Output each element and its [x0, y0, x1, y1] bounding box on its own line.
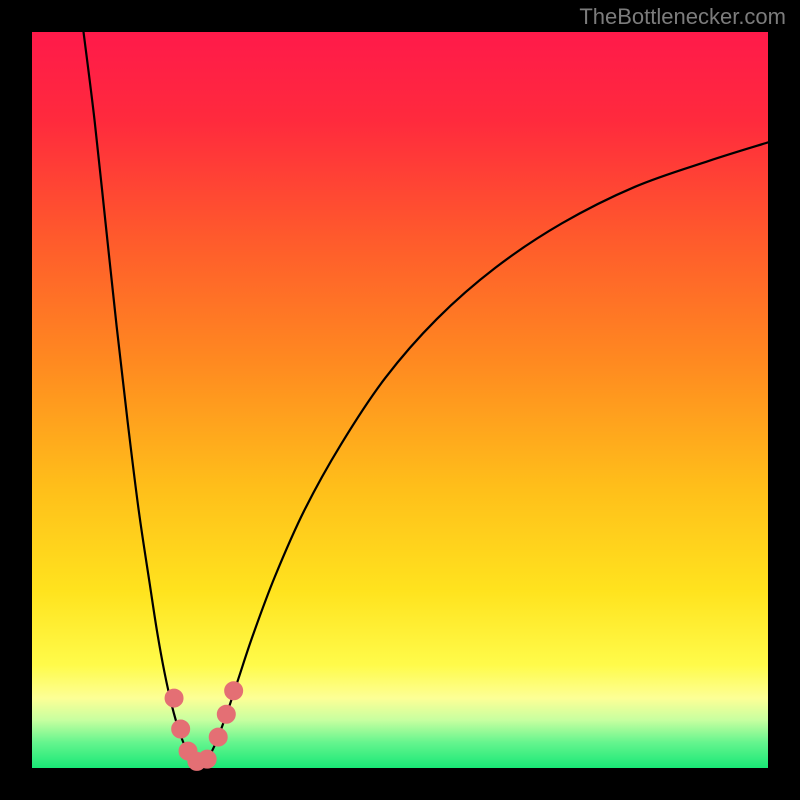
bottleneck-chart	[0, 0, 800, 800]
chart-gradient-bg	[32, 32, 768, 768]
marker-dot	[225, 682, 243, 700]
watermark-text: TheBottlenecker.com	[579, 4, 786, 30]
marker-dot	[198, 750, 216, 768]
marker-dot	[165, 689, 183, 707]
marker-dot	[209, 728, 227, 746]
marker-dot	[172, 720, 190, 738]
marker-dot	[217, 705, 235, 723]
